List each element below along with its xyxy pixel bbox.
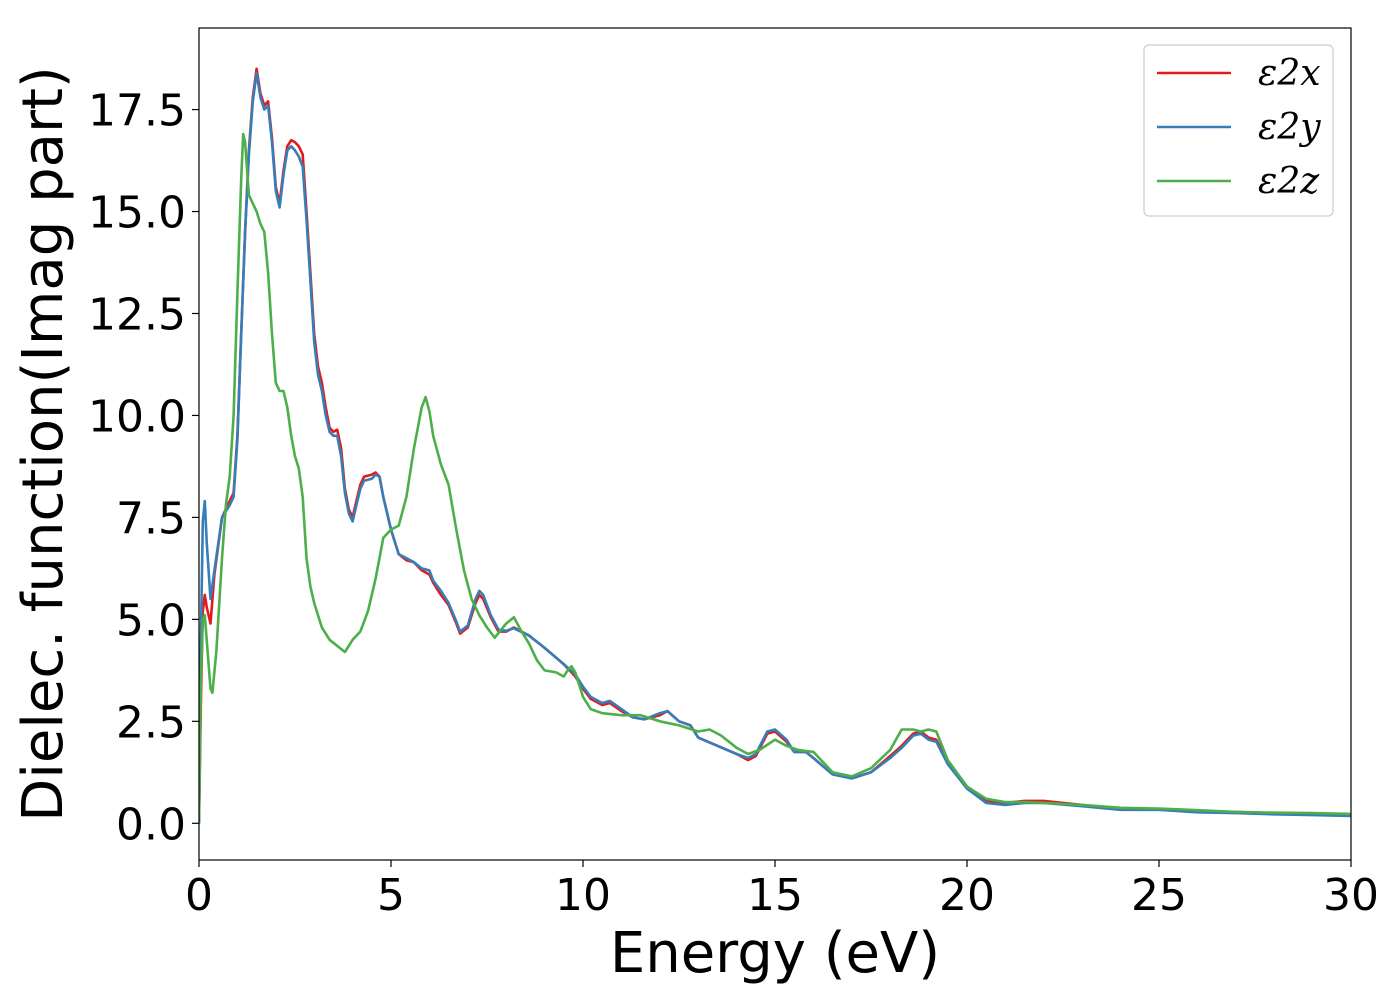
y-tick-label: 17.5 — [88, 86, 186, 137]
x-tick-label: 25 — [1131, 870, 1187, 921]
x-tick-label: 10 — [555, 870, 611, 921]
legend-label-e2x: ε2x — [1258, 53, 1321, 94]
series-line-e2y — [199, 71, 1351, 824]
legend-box — [1143, 44, 1334, 217]
x-tick-label: 0 — [185, 870, 213, 921]
y-tick-label: 5.0 — [116, 595, 186, 646]
y-tick-label: 0.0 — [116, 799, 186, 850]
y-tick-label: 10.0 — [88, 391, 186, 442]
y-tick-label: 12.5 — [88, 289, 186, 340]
x-tick-label: 5 — [377, 870, 405, 921]
x-axis-ticks: 0 5 10 15 20 25 30 — [185, 860, 1379, 921]
series-line-e2z — [199, 132, 1351, 824]
y-tick-label: 7.5 — [116, 493, 186, 544]
legend: ε2x ε2y ε2z — [1143, 44, 1334, 217]
x-tick-label: 30 — [1323, 870, 1379, 921]
legend-label-e2y: ε2y — [1258, 107, 1321, 148]
y-axis-ticks: 0.0 2.5 5.0 7.5 10.0 12.5 15.0 17.5 — [88, 86, 199, 850]
x-tick-label: 15 — [747, 870, 803, 921]
x-tick-label: 20 — [939, 870, 995, 921]
y-tick-label: 2.5 — [116, 697, 186, 748]
y-tick-label: 15.0 — [88, 188, 186, 239]
series-layer — [199, 67, 1351, 824]
x-axis-label: Energy (eV) — [610, 921, 940, 986]
y-axis-label: Dielec. function(Imag part) — [11, 66, 76, 822]
legend-label-e2z: ε2z — [1258, 161, 1320, 202]
